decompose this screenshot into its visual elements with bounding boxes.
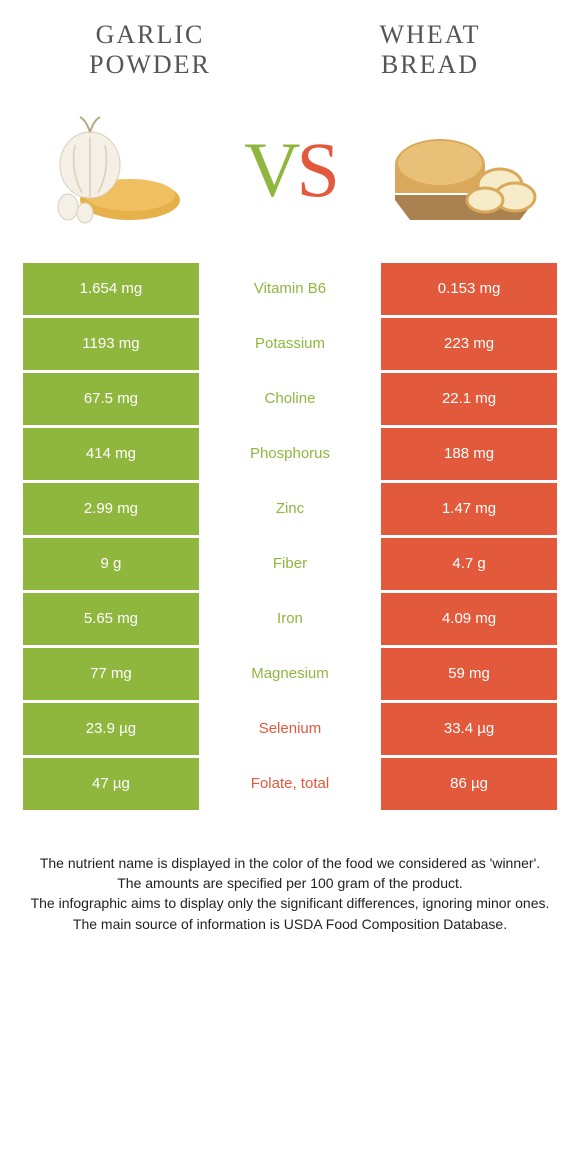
garlic-powder-image bbox=[35, 110, 195, 230]
right-value-cell: 4.7 g bbox=[380, 536, 559, 591]
table-row: 1.654 mgVitamin B60.153 mg bbox=[22, 261, 559, 316]
nutrient-label-cell: Vitamin B6 bbox=[200, 261, 379, 316]
bread-icon bbox=[385, 115, 545, 225]
left-food-title: GarlicPowder bbox=[50, 20, 250, 80]
left-value-cell: 414 mg bbox=[22, 426, 201, 481]
nutrient-label-cell: Choline bbox=[200, 371, 379, 426]
left-value-cell: 23.9 µg bbox=[22, 701, 201, 756]
right-value-cell: 1.47 mg bbox=[380, 481, 559, 536]
left-value-cell: 2.99 mg bbox=[22, 481, 201, 536]
nutrient-label-cell: Phosphorus bbox=[200, 426, 379, 481]
hero-row: VS bbox=[0, 90, 580, 260]
vs-v: V bbox=[244, 125, 296, 215]
table-row: 414 mgPhosphorus188 mg bbox=[22, 426, 559, 481]
nutrient-label-cell: Fiber bbox=[200, 536, 379, 591]
nutrient-label-cell: Selenium bbox=[200, 701, 379, 756]
wheat-bread-image bbox=[385, 110, 545, 230]
footer-notes: The nutrient name is displayed in the co… bbox=[0, 813, 580, 934]
right-food-title: WheatBread bbox=[330, 20, 530, 80]
table-row: 2.99 mgZinc1.47 mg bbox=[22, 481, 559, 536]
table-row: 23.9 µgSelenium33.4 µg bbox=[22, 701, 559, 756]
footer-line-3: The infographic aims to display only the… bbox=[30, 893, 550, 913]
vs-label: VS bbox=[244, 125, 336, 215]
right-value-cell: 0.153 mg bbox=[380, 261, 559, 316]
nutrient-label-cell: Folate, total bbox=[200, 756, 379, 811]
right-value-cell: 188 mg bbox=[380, 426, 559, 481]
left-value-cell: 9 g bbox=[22, 536, 201, 591]
nutrient-label-cell: Magnesium bbox=[200, 646, 379, 701]
left-value-cell: 1193 mg bbox=[22, 316, 201, 371]
left-value-cell: 77 mg bbox=[22, 646, 201, 701]
table-row: 47 µgFolate, total86 µg bbox=[22, 756, 559, 811]
nutrient-label-cell: Zinc bbox=[200, 481, 379, 536]
table-row: 67.5 mgCholine22.1 mg bbox=[22, 371, 559, 426]
footer-line-2: The amounts are specified per 100 gram o… bbox=[30, 873, 550, 893]
table-row: 5.65 mgIron4.09 mg bbox=[22, 591, 559, 646]
nutrient-label-cell: Potassium bbox=[200, 316, 379, 371]
right-value-cell: 223 mg bbox=[380, 316, 559, 371]
right-value-cell: 33.4 µg bbox=[380, 701, 559, 756]
table-row: 1193 mgPotassium223 mg bbox=[22, 316, 559, 371]
table-row: 9 gFiber4.7 g bbox=[22, 536, 559, 591]
footer-line-1: The nutrient name is displayed in the co… bbox=[30, 853, 550, 873]
nutrient-label-cell: Iron bbox=[200, 591, 379, 646]
left-value-cell: 1.654 mg bbox=[22, 261, 201, 316]
right-value-cell: 4.09 mg bbox=[380, 591, 559, 646]
right-value-cell: 86 µg bbox=[380, 756, 559, 811]
garlic-icon bbox=[40, 115, 190, 225]
right-value-cell: 59 mg bbox=[380, 646, 559, 701]
nutrient-comparison-table: 1.654 mgVitamin B60.153 mg1193 mgPotassi… bbox=[20, 260, 560, 813]
left-value-cell: 5.65 mg bbox=[22, 591, 201, 646]
left-value-cell: 47 µg bbox=[22, 756, 201, 811]
footer-line-4: The main source of information is USDA F… bbox=[30, 914, 550, 934]
header: GarlicPowder WheatBread bbox=[0, 0, 580, 90]
table-row: 77 mgMagnesium59 mg bbox=[22, 646, 559, 701]
left-value-cell: 67.5 mg bbox=[22, 371, 201, 426]
right-value-cell: 22.1 mg bbox=[380, 371, 559, 426]
vs-s: S bbox=[296, 125, 335, 215]
